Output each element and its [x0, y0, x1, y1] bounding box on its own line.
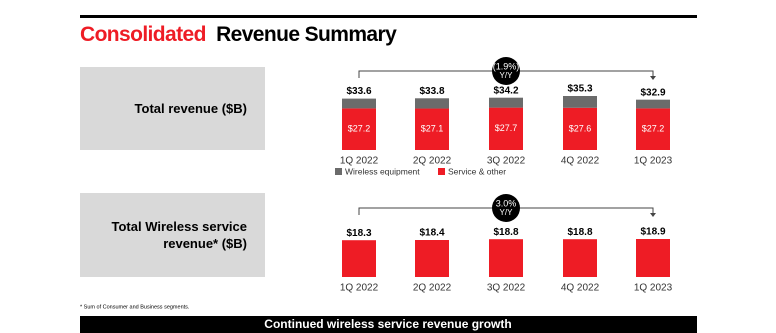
- yoy-change: (1.9%): [493, 61, 520, 71]
- chart-title: Total Wireless service revenue* ($B): [111, 219, 248, 251]
- legend-swatch: [438, 168, 445, 175]
- bar-segment: [636, 99, 670, 109]
- legend-swatch: [335, 168, 342, 175]
- legend-label: Service & other: [448, 166, 506, 176]
- bar: [489, 239, 523, 277]
- bar-segment: [636, 108, 670, 150]
- chart-label-box: Total Wireless service revenue* ($B): [80, 193, 265, 277]
- x-tick-label: 1Q 2022: [340, 283, 379, 294]
- total-label: $32.9: [640, 87, 665, 98]
- bar-segment: [489, 107, 523, 150]
- x-tick-label: 2Q 2022: [413, 283, 452, 294]
- yoy-period: Y/Y: [500, 208, 514, 217]
- title-rest: Revenue Summary: [216, 23, 397, 46]
- bar: [415, 240, 449, 277]
- value-label: $27.2: [348, 124, 371, 134]
- value-label: $18.4: [419, 228, 444, 239]
- x-tick-label: 2Q 2022: [413, 156, 452, 167]
- header-rule: [80, 15, 697, 18]
- bar: [342, 240, 376, 277]
- total-label: $33.6: [346, 86, 371, 97]
- value-label: $18.3: [346, 228, 371, 239]
- value-label: $18.9: [640, 227, 665, 238]
- chart-title: Total revenue ($B): [134, 101, 247, 116]
- bar-segment: [489, 97, 523, 108]
- total-label: $33.8: [419, 86, 444, 97]
- x-tick-label: 4Q 2022: [561, 283, 600, 294]
- bar-segment: [342, 108, 376, 150]
- bar-segment: [563, 96, 597, 108]
- value-label: $18.8: [567, 227, 592, 238]
- legend-label: Wireless equipment: [345, 166, 420, 176]
- bracket-arrow: [650, 213, 656, 217]
- x-tick-label: 1Q 2022: [340, 156, 379, 167]
- chart-label-box: Total revenue ($B): [80, 67, 265, 150]
- yoy-badge: [492, 194, 520, 222]
- value-label: $27.7: [495, 123, 518, 133]
- bar-segment: [563, 107, 597, 150]
- bracket-arrow: [650, 76, 656, 80]
- yoy-change: 3.0%: [496, 198, 517, 208]
- bar: [563, 239, 597, 277]
- yoy-badge: [492, 57, 520, 85]
- yoy-period: Y/Y: [500, 71, 514, 80]
- x-tick-label: 3Q 2022: [487, 283, 526, 294]
- footnote: * Sum of Consumer and Business segments.: [80, 304, 190, 310]
- bar-segment: [415, 98, 449, 109]
- bar-segment: [342, 98, 376, 109]
- bar: [636, 239, 670, 277]
- value-label: $18.8: [493, 227, 518, 238]
- total-label: $34.2: [493, 85, 518, 96]
- banner: [80, 316, 697, 333]
- bar-segment: [415, 108, 449, 150]
- x-tick-label: 1Q 2023: [634, 156, 673, 167]
- total-label: $35.3: [567, 84, 592, 95]
- x-tick-label: 4Q 2022: [561, 156, 600, 167]
- x-tick-label: 3Q 2022: [487, 156, 526, 167]
- slide-title: Consolidated Revenue Summary: [80, 23, 397, 46]
- value-label: $27.1: [421, 124, 444, 134]
- banner-text: Continued wireless service revenue growt…: [264, 317, 511, 331]
- x-tick-label: 1Q 2023: [634, 283, 673, 294]
- value-label: $27.2: [642, 124, 665, 134]
- title-highlight: Consolidated: [80, 23, 206, 46]
- value-label: $27.6: [569, 123, 592, 133]
